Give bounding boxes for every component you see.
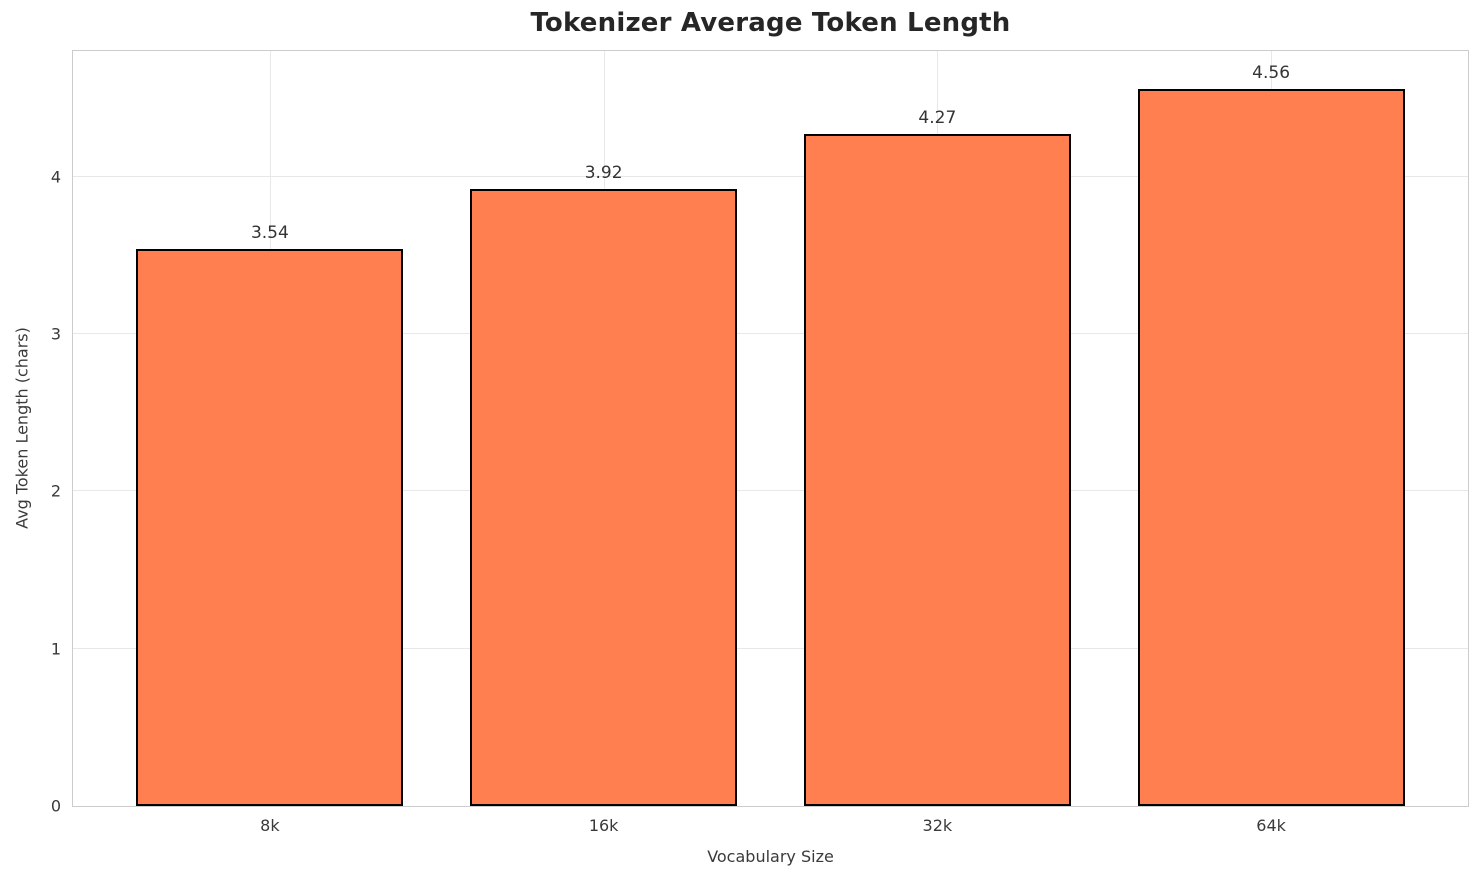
gridline-y-3 — [73, 333, 1468, 335]
y-tick-label-0: 0 — [50, 796, 61, 816]
x-tick-label-64k: 64k — [1256, 816, 1286, 835]
y-tick-label-2: 2 — [50, 481, 61, 501]
value-label-64k: 4.56 — [1252, 62, 1291, 83]
value-label-8k: 3.54 — [250, 223, 289, 244]
y-axis-label: Avg Token Length (chars) — [12, 327, 32, 529]
gridline-y-4 — [73, 175, 1468, 177]
bar-32k — [803, 134, 1071, 806]
y-tick-label-4: 4 — [50, 167, 61, 187]
bar-16k — [470, 189, 738, 806]
gridline-y-1 — [73, 647, 1468, 649]
x-tick-label-16k: 16k — [588, 816, 619, 835]
bar-64k — [1137, 88, 1405, 806]
y-tick-label-1: 1 — [50, 639, 61, 659]
plot-area: 0 1 2 3 4 3.54 8k 3.92 16k 4.27 32k 4.56 64k — [51, 50, 1469, 835]
y-tick-label-3: 3 — [50, 324, 61, 344]
x-axis-label: Vocabulary Size — [707, 847, 834, 866]
value-label-16k: 3.92 — [584, 163, 623, 184]
bar-8k — [136, 249, 404, 806]
x-tick-label-8k: 8k — [260, 816, 280, 835]
x-tick-label-32k: 32k — [922, 816, 953, 835]
value-label-32k: 4.27 — [918, 108, 957, 129]
chart-title: Tokenizer Average Token Length — [530, 8, 1011, 38]
gridline-y-2 — [73, 490, 1468, 492]
